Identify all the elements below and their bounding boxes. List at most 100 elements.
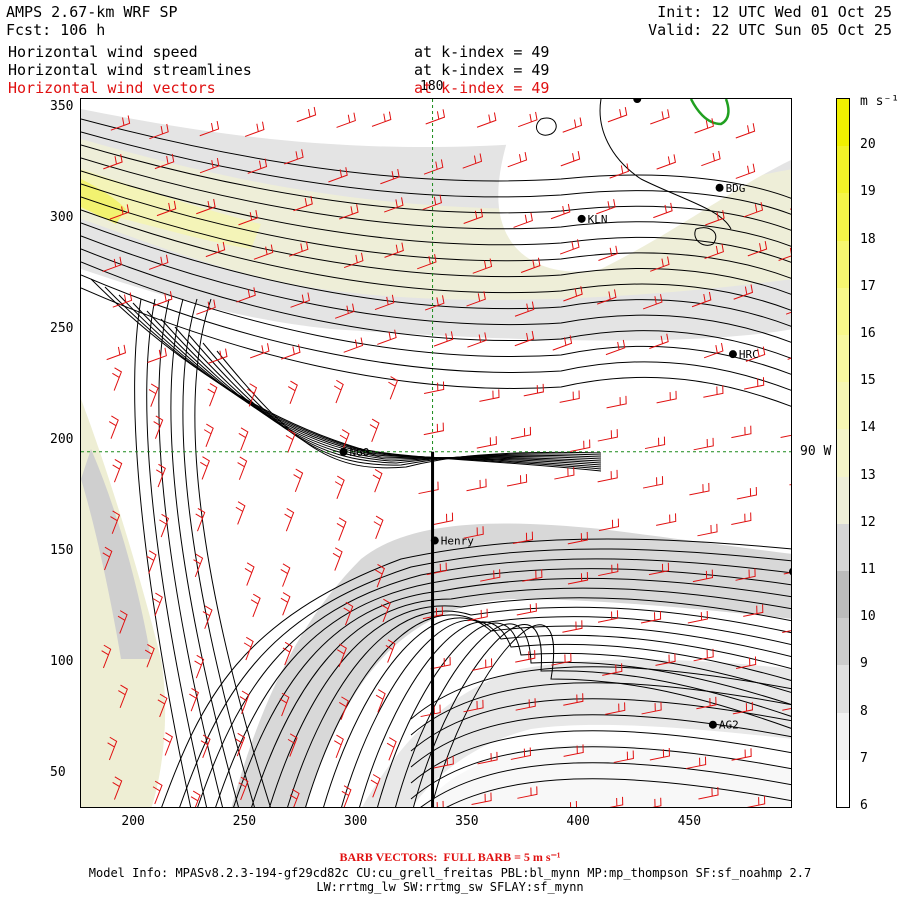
wind-barb bbox=[436, 800, 444, 807]
wind-barb bbox=[655, 653, 676, 666]
streamline bbox=[179, 548, 791, 807]
x-tick-label: 250 bbox=[232, 814, 257, 829]
wind-barb bbox=[159, 513, 170, 538]
wind-barb bbox=[118, 684, 128, 708]
wind-barb bbox=[598, 245, 618, 261]
wind-barb bbox=[466, 291, 486, 307]
streamline bbox=[81, 170, 791, 263]
wind-barb bbox=[195, 507, 206, 532]
wind-barb bbox=[656, 154, 676, 170]
colorbar-segment bbox=[837, 429, 849, 477]
colorbar-segment bbox=[837, 382, 849, 430]
wind-barb bbox=[153, 415, 164, 439]
wind-barb bbox=[425, 109, 446, 125]
wind-barb bbox=[736, 486, 758, 500]
wind-barb bbox=[280, 563, 291, 587]
streamline bbox=[410, 698, 791, 752]
wind-barb bbox=[200, 734, 211, 759]
wind-barb bbox=[102, 546, 113, 571]
wind-barb bbox=[746, 795, 766, 807]
wind-barb bbox=[467, 608, 488, 622]
streamline bbox=[118, 294, 602, 468]
wind-barb bbox=[422, 194, 442, 211]
meridian-label: 180 bbox=[420, 79, 444, 94]
wind-barb bbox=[103, 154, 123, 170]
wind-barb bbox=[282, 641, 293, 666]
wind-barb bbox=[563, 286, 583, 302]
streamline bbox=[146, 310, 602, 464]
colorbar-segment bbox=[837, 618, 849, 666]
colorbar-level-label: 20 bbox=[860, 137, 876, 153]
colorbar-segment bbox=[837, 287, 849, 335]
colorbar-segment bbox=[837, 146, 849, 194]
wind-barb bbox=[743, 604, 764, 617]
wind-barb bbox=[148, 383, 159, 407]
model-info: Model Info: MPASv8.2.3-194-gf29cd82c CU:… bbox=[88, 866, 812, 880]
wind-barb bbox=[385, 639, 396, 663]
wind-barb bbox=[430, 656, 451, 670]
wind-barb bbox=[506, 474, 528, 487]
streamline bbox=[446, 778, 791, 807]
parallel-label: 90 W bbox=[800, 444, 832, 459]
wind-barb bbox=[705, 210, 725, 226]
x-tick-label: 200 bbox=[121, 814, 145, 829]
wind-barb bbox=[196, 299, 216, 315]
field-level-vectors: at k-index = 49 bbox=[414, 79, 550, 97]
streamline bbox=[359, 621, 791, 807]
wind-barb bbox=[731, 425, 752, 439]
wind-barb bbox=[463, 208, 484, 224]
wind-barb bbox=[152, 780, 163, 805]
wind-barb bbox=[207, 383, 218, 407]
wind-barb bbox=[237, 456, 248, 480]
streamline bbox=[81, 274, 791, 391]
colorbar-segment bbox=[837, 193, 849, 241]
wind-barbs bbox=[101, 106, 792, 807]
wind-barb bbox=[609, 796, 624, 807]
wind-barb bbox=[550, 203, 571, 220]
wind-barb bbox=[685, 756, 707, 770]
colorbar-level-label: 11 bbox=[860, 562, 876, 577]
wind-barb bbox=[375, 563, 385, 588]
wind-barb bbox=[433, 755, 454, 769]
streamline bbox=[216, 350, 602, 469]
wind-barb bbox=[780, 434, 791, 438]
wind-barb bbox=[203, 423, 214, 447]
station-dot bbox=[708, 720, 717, 729]
wind-barb bbox=[552, 335, 573, 351]
station-dot bbox=[728, 350, 737, 359]
wind-barb bbox=[199, 120, 220, 137]
wind-barb bbox=[423, 422, 444, 436]
wind-barb bbox=[516, 603, 537, 616]
wind-barb bbox=[517, 786, 538, 799]
colorbar-level-label: 19 bbox=[860, 184, 876, 200]
streamline bbox=[81, 131, 791, 215]
wind-barb bbox=[244, 562, 255, 586]
wind-barb bbox=[515, 650, 536, 663]
streamline bbox=[202, 342, 602, 466]
wind-barb bbox=[747, 241, 768, 257]
wind-barb bbox=[422, 606, 444, 620]
streamline bbox=[160, 318, 602, 462]
streamline bbox=[251, 587, 791, 807]
wind-barb bbox=[701, 150, 721, 167]
wind-barb bbox=[479, 389, 500, 402]
wind-barb bbox=[791, 786, 792, 798]
wind-barb bbox=[523, 383, 544, 397]
wind-barb bbox=[515, 698, 536, 711]
station-dot bbox=[339, 447, 348, 456]
wind-barb bbox=[522, 569, 543, 582]
wind-barb bbox=[462, 153, 483, 169]
wind-barb bbox=[563, 744, 584, 757]
streamline bbox=[233, 577, 791, 807]
wind-barb bbox=[156, 463, 166, 488]
wind-barb bbox=[334, 734, 344, 759]
wind-barb bbox=[520, 257, 541, 273]
streamline bbox=[146, 298, 208, 807]
wind-barb bbox=[380, 168, 400, 185]
colorbar-level-label: 10 bbox=[860, 609, 876, 625]
field-name-streamlines: Horizontal wind streamlines bbox=[8, 61, 252, 79]
wind-barb bbox=[106, 344, 127, 361]
wind-barb bbox=[463, 526, 484, 539]
wind-barb bbox=[567, 572, 589, 585]
wind-barb bbox=[731, 748, 752, 761]
